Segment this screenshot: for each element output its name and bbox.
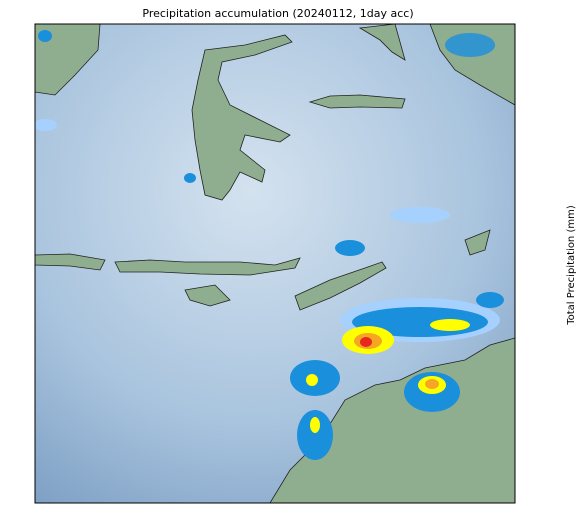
- borneo: [35, 24, 101, 96]
- map-frame: [34, 23, 516, 504]
- precipitation: [35, 30, 504, 460]
- rain-area: [360, 337, 372, 347]
- map-title: Precipitation accumulation (20240112, 1d…: [142, 7, 413, 20]
- aru: [464, 229, 491, 256]
- java: [35, 253, 106, 271]
- colorbar-label: Total Precipitation (mm): [566, 205, 577, 326]
- rain-area: [390, 207, 450, 223]
- rain-area: [38, 30, 52, 42]
- rain-area: [445, 33, 495, 57]
- map-body: [35, 24, 515, 503]
- seram: [308, 94, 406, 109]
- rain-area: [476, 292, 504, 308]
- rain-area: [35, 119, 57, 131]
- timor: [294, 261, 387, 311]
- land: [35, 24, 515, 503]
- nusa-tenggara: [114, 257, 301, 276]
- sulawesi: [191, 34, 293, 201]
- rain-area: [430, 319, 470, 331]
- halmahera: [358, 24, 406, 61]
- rain-area: [335, 240, 365, 256]
- rain-area: [184, 173, 196, 183]
- rain-area: [425, 379, 439, 389]
- rain-area: [297, 410, 333, 460]
- rain-area: [310, 417, 320, 433]
- rain-area: [306, 374, 318, 386]
- sumba: [184, 284, 231, 307]
